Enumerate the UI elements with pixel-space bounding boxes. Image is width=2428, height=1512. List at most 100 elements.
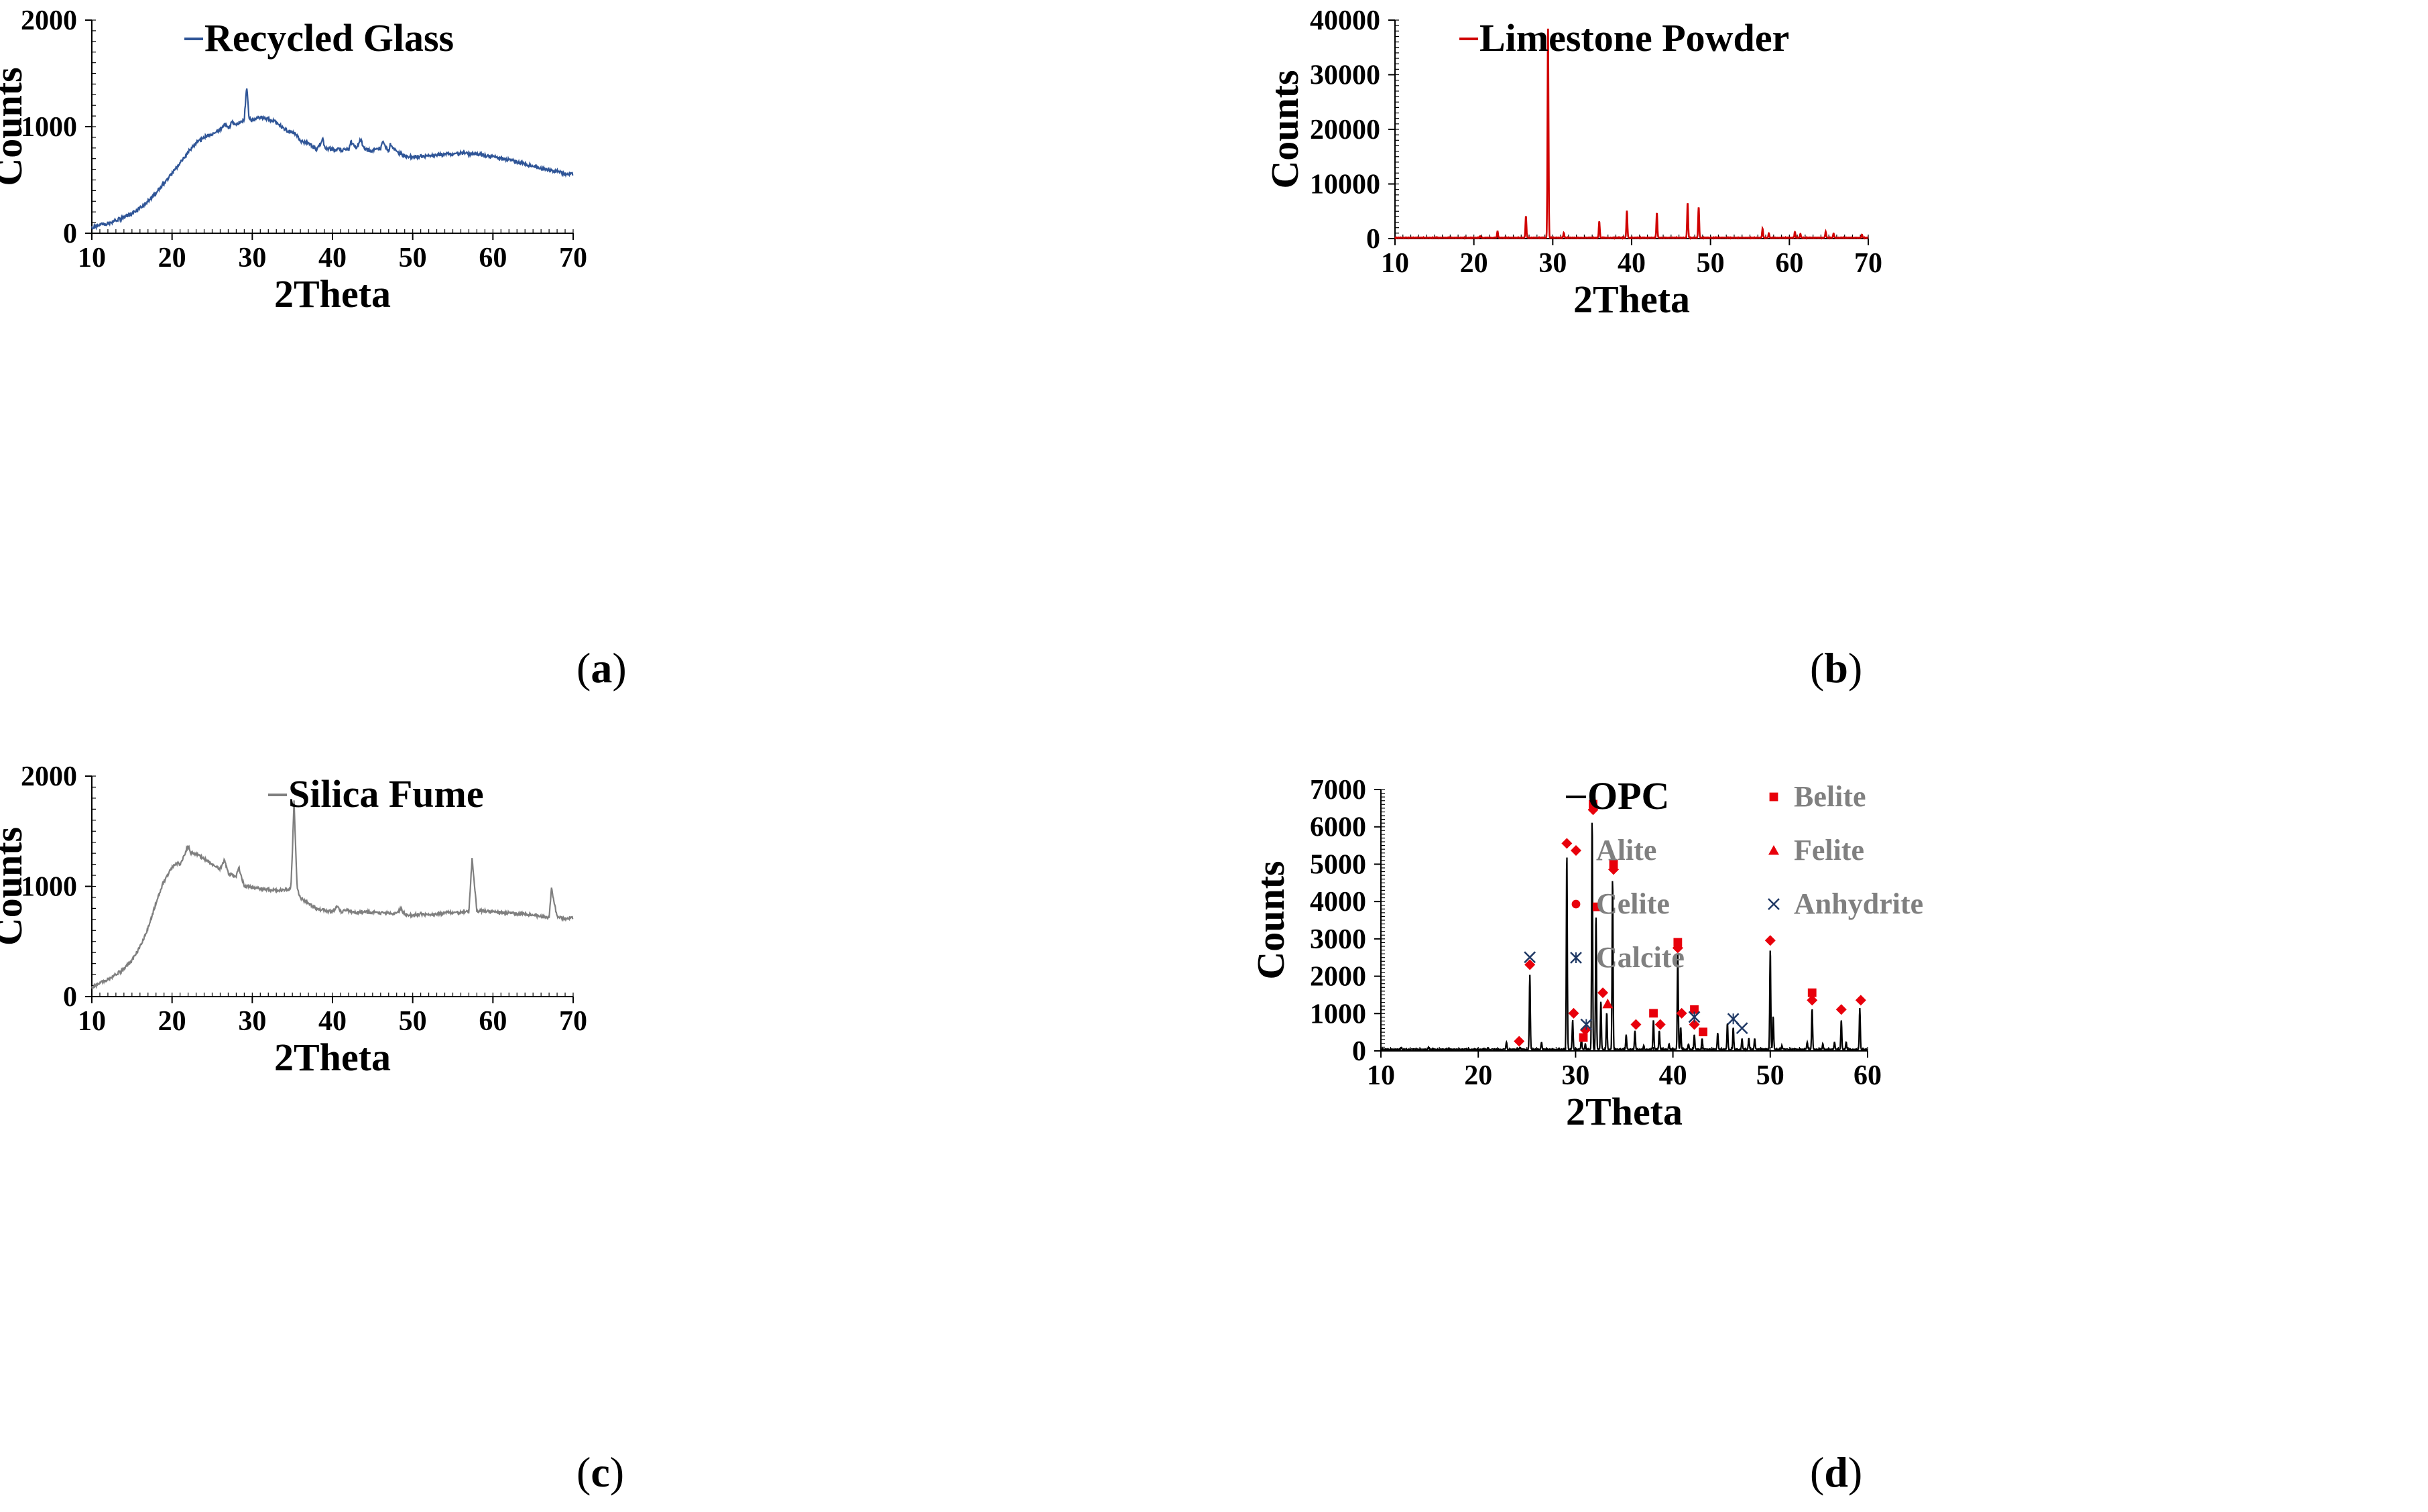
x-tick-label: 70 [559,1006,587,1037]
chart-limestone-powder: 10 20 30 40 50 60 70 0 10000 20000 30000 40000 2Thet… [1263,5,1882,321]
belite-marker [1609,859,1618,869]
x-tick-label: 10 [1381,248,1409,279]
calcite-marker [1688,1011,1701,1023]
felite-marker [1602,998,1614,1009]
y-tick-label: 1000 [21,112,77,143]
anhydrite-marker [1768,898,1780,910]
alite-marker [1579,1024,1591,1035]
x-tick-label: 10 [78,243,106,273]
x-tick-label: 40 [318,243,347,273]
x-tick-label: 60 [479,1006,507,1037]
alite-marker [1764,935,1776,946]
alite-marker [1571,845,1581,856]
x-tick-label: 50 [1756,1060,1784,1091]
legend-label: Limestone Powder [1479,16,1789,60]
x-tick-label: 40 [1618,248,1646,279]
legend-label-calcite: Calcite [1596,941,1685,974]
legend-label-felite: Felite [1794,834,1864,867]
y-tick-label: 0 [1366,224,1380,255]
y-tick-label: 0 [63,218,77,249]
x-tick-label: 50 [399,243,427,273]
felite-marker [1768,845,1779,855]
x-tick-label: 70 [1854,248,1882,279]
alite-marker [1855,995,1866,1006]
y-tick-label: 2000 [1310,962,1366,993]
alite-marker [1561,838,1573,849]
legend-label-opc: OPC [1587,774,1669,818]
anhydrite-marker [1524,951,1536,964]
x-tick-label: 60 [1854,1060,1882,1091]
alite-marker [1689,1019,1700,1030]
x-tick-label: 70 [559,243,587,273]
y-tick-label: 0 [63,982,77,1013]
x-axis-label: 2Theta [274,272,391,316]
y-axis-label: Counts [0,67,30,186]
x-tick-label: 50 [399,1006,427,1037]
caption-a: (a) [576,644,627,692]
y-tick-label: 2000 [21,761,77,792]
caption-c: (c) [576,1448,625,1496]
x-axis-label: 2Theta [274,1035,391,1079]
alite-marker [1676,1007,1687,1019]
y-tick-label: 1000 [1310,999,1366,1029]
alite-marker [1835,1004,1847,1015]
legend-label: Silica Fume [288,772,484,816]
series-line-limestone-powder [1394,28,1869,241]
belite-marker [1673,938,1683,947]
x-tick-label: 30 [238,1006,266,1037]
alite-marker [1807,995,1818,1006]
belite-marker [1592,902,1601,911]
chart-silica-fume: 10 20 30 40 50 60 70 0 1000 2000 2Theta Counts Silic… [0,761,587,1079]
legend-label-celite: Celite [1596,887,1670,920]
alite-marker [1630,1019,1642,1030]
legend-label-belite: Belite [1794,780,1866,813]
x-tick-label: 10 [78,1006,106,1037]
x-tick-label: 40 [318,1006,347,1037]
legend-label-alite: Alite [1596,834,1656,867]
celite-marker [1571,899,1581,909]
anhydrite-marker [1736,1022,1748,1035]
caption-b: (b) [1810,644,1863,692]
alite-marker [1597,987,1609,999]
y-axis-label: Counts [0,827,30,946]
series-line-opc [1380,822,1868,1052]
calcite-marker [1570,952,1582,964]
y-tick-label: 10000 [1310,170,1380,200]
x-tick-label: 20 [1464,1060,1492,1091]
belite-marker [1807,988,1817,997]
series-line-recycled-glass [90,88,574,231]
y-tick-label: 3000 [1310,924,1366,955]
y-tick-label: 7000 [1310,775,1366,806]
x-tick-label: 60 [1775,248,1803,279]
x-tick-label: 30 [238,243,266,273]
y-tick-label: 1000 [21,872,77,903]
caption-d: (d) [1810,1448,1863,1496]
series-line-silica-fume [90,800,574,989]
belite-marker [1589,800,1597,809]
x-tick-label: 30 [1561,1060,1589,1091]
x-tick-label: 20 [158,243,186,273]
y-tick-label: 2000 [21,5,77,36]
y-tick-label: 4000 [1310,887,1366,918]
y-axis-label: Counts [1249,861,1292,979]
belite-marker [1649,1009,1658,1018]
belite-marker [1579,1033,1588,1042]
x-tick-label: 50 [1697,248,1725,279]
calcite-marker [1727,1013,1740,1025]
x-tick-label: 10 [1367,1060,1395,1091]
belite-marker [1690,1005,1699,1014]
belite-marker [1769,792,1778,802]
alite-marker [1568,1007,1579,1019]
alite-marker [1514,1035,1525,1047]
y-axis-label: Counts [1263,70,1307,188]
x-axis-label: 2Theta [1573,277,1690,321]
alite-marker [1524,959,1536,970]
y-tick-label: 30000 [1310,60,1380,91]
y-tick-label: 6000 [1310,812,1366,843]
x-axis-label: 2Theta [1566,1090,1683,1133]
y-tick-label: 5000 [1310,849,1366,880]
chart-opc: 10 20 30 40 50 60 0 1000 2000 3000 4000 5000 6000 700… [1249,774,1923,1133]
alite-marker [1654,1019,1666,1030]
y-tick-label: 40000 [1310,5,1380,36]
x-tick-label: 40 [1659,1060,1687,1091]
